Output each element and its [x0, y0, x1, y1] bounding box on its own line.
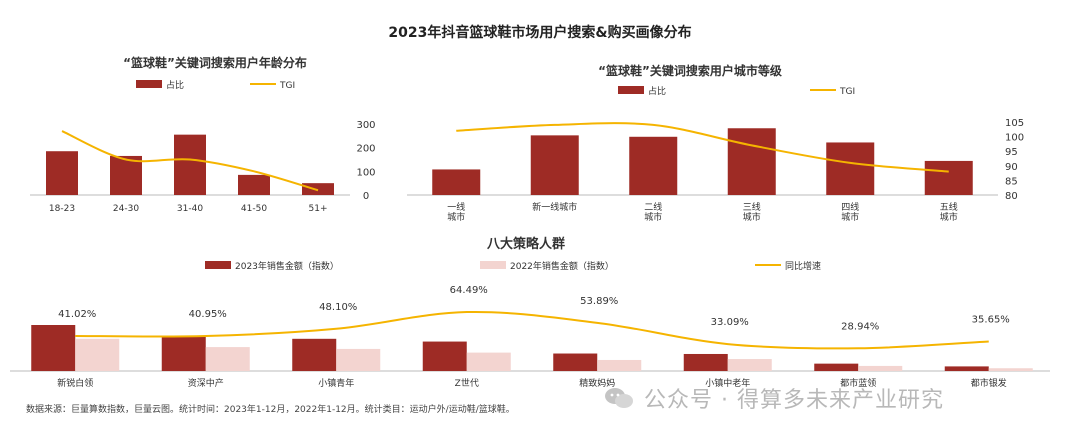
city-bar [629, 136, 678, 195]
groups-growth-label: 40.95% [189, 309, 227, 320]
groups-x-tick: 小镇中老年 [705, 377, 750, 389]
source-footnote: 数据来源：巨量算数指数，巨量云图。统计时间：2023年1-12月，2022年1-… [26, 405, 515, 415]
groups-growth-label: 64.49% [450, 285, 488, 296]
groups-bar-2022 [75, 338, 120, 371]
groups-bar-2022 [466, 352, 511, 371]
age-x-tick: 18-23 [49, 204, 75, 214]
groups-bar-2023 [944, 366, 989, 371]
city-x-tick: 二线城市 [644, 201, 662, 223]
groups-x-tick: 小镇青年 [318, 377, 354, 389]
groups-x-tick: 资深中产 [188, 377, 224, 389]
groups-bar-2022 [205, 347, 250, 371]
watermark: 公众号 · 得算多未来产业研究 [604, 382, 944, 414]
legend-swatch-city-share [618, 86, 644, 94]
page-title: 2023年抖音篮球鞋市场用户搜索&购买画像分布 [388, 25, 692, 41]
groups-bar-2022 [858, 365, 903, 371]
city-y-tick-right: 80 [1005, 191, 1018, 202]
age-x-tick: 24-30 [113, 204, 139, 214]
legend-label-age-share: 占比 [166, 79, 184, 91]
age-y-tick: 300 [356, 120, 375, 131]
city-y-tick-right: 100 [1005, 133, 1024, 144]
city-y-tick-right: 85 [1005, 176, 1018, 187]
age-bar [302, 183, 334, 195]
age-tgi-line [61, 130, 319, 192]
groups-growth-line [75, 310, 989, 350]
legend-swatch-groups-2022 [480, 261, 506, 269]
age-chart-title: “篮球鞋”关键词搜索用户年龄分布 [123, 55, 307, 70]
groups-x-tick: 都市银发 [971, 377, 1007, 389]
city-chart-title: “篮球鞋”关键词搜索用户城市等级 [598, 63, 782, 78]
city-bar [826, 142, 875, 195]
city-x-tick: 四线城市 [841, 201, 859, 223]
legend-label-age-tgi: TGI [279, 81, 295, 91]
groups-growth-label: 53.89% [580, 296, 618, 307]
legend-label-groups-growth: 同比增速 [785, 260, 821, 272]
legend-swatch-groups-2023 [205, 261, 231, 269]
age-x-tick: 31-40 [177, 204, 203, 214]
groups-growth-label: 33.09% [711, 317, 749, 328]
groups-growth-label: 28.94% [841, 321, 879, 332]
groups-bar-2023 [422, 341, 467, 371]
groups-bar-2023 [31, 325, 76, 371]
watermark-text: 公众号 · 得算多未来产业研究 [644, 388, 944, 413]
city-y-tick-right: 90 [1005, 162, 1018, 173]
groups-bar-2023 [553, 353, 598, 371]
legend-label-groups-2022: 2022年销售金额（指数） [510, 260, 614, 272]
city-y-tick-right: 105 [1005, 118, 1024, 129]
legend-label-city-share: 占比 [648, 85, 666, 97]
city-y-tick-right: 95 [1005, 147, 1018, 158]
groups-x-tick: 精致妈妈 [579, 377, 615, 389]
groups-bar-2023 [161, 336, 206, 371]
groups-growth-label: 35.65% [972, 314, 1010, 325]
groups-bar-2022 [988, 368, 1033, 371]
legend-swatch-age-share [136, 80, 162, 88]
groups-bar-2023 [292, 338, 337, 371]
city-x-tick: 新一线城市 [532, 201, 577, 213]
city-tgi-line [456, 122, 949, 173]
groups-bar-2023 [814, 363, 859, 371]
groups-x-tick: Z世代 [455, 377, 479, 389]
groups-x-tick: 新锐白领 [57, 377, 93, 389]
city-bar [530, 135, 579, 195]
groups-bar-2022 [727, 359, 772, 371]
age-bar [174, 134, 206, 195]
city-bar [727, 128, 776, 195]
groups-bar-2023 [683, 353, 728, 371]
city-bar [432, 169, 481, 195]
groups-x-tick: 都市蓝领 [840, 377, 876, 389]
groups-bar-2022 [336, 348, 381, 371]
age-x-tick: 41-50 [241, 204, 267, 214]
groups-growth-label: 41.02% [58, 309, 96, 320]
legend-label-city-tgi: TGI [839, 87, 855, 97]
age-y-tick: 100 [356, 167, 375, 178]
age-bar [46, 151, 78, 195]
city-bar [924, 160, 973, 195]
city-x-tick: 三线城市 [743, 201, 761, 223]
wechat-icon [605, 388, 633, 408]
groups-growth-label: 48.10% [319, 302, 357, 313]
age-y-tick: 0 [363, 191, 369, 202]
groups-chart-title: 八大策略人群 [486, 236, 565, 252]
age-y-tick: 200 [356, 144, 375, 155]
groups-bar-2022 [597, 359, 642, 371]
legend-label-groups-2023: 2023年销售金额（指数） [235, 260, 339, 272]
age-bar [110, 155, 142, 195]
city-x-tick: 一线城市 [447, 201, 465, 223]
age-bar [238, 174, 270, 195]
city-x-tick: 五线城市 [940, 201, 958, 223]
age-x-tick: 51+ [309, 204, 328, 214]
